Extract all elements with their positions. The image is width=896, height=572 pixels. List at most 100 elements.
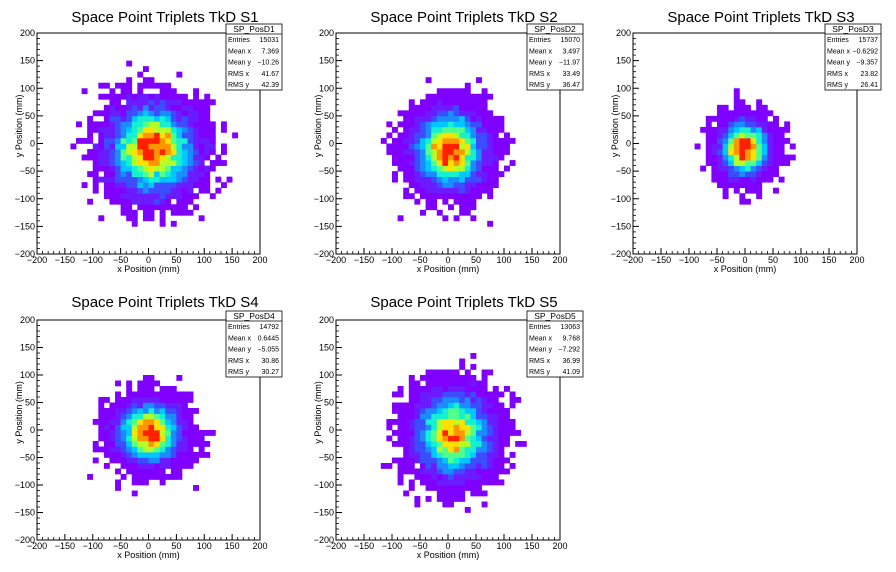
histogram-bin: [492, 479, 499, 486]
y-tick-label: −200: [15, 535, 35, 545]
histogram-bin: [420, 474, 426, 480]
x-tick-label: −50: [113, 541, 128, 551]
histogram-bin: [408, 391, 415, 398]
histogram-bin: [470, 193, 477, 200]
histogram-bin: [442, 137, 449, 144]
histogram-bin: [165, 171, 172, 178]
histogram-bin: [470, 413, 477, 420]
histogram-bin: [761, 171, 768, 178]
histogram-bin: [209, 193, 216, 200]
histogram-bin: [176, 397, 183, 403]
histogram-bin: [170, 220, 177, 227]
stats-value: 15031: [260, 37, 280, 44]
y-tick-label: 50: [25, 398, 35, 408]
histogram-bin: [154, 104, 160, 111]
histogram-bin: [492, 160, 499, 166]
histogram-bin: [436, 479, 443, 486]
histogram-bin: [397, 165, 404, 172]
histogram-bin: [470, 397, 477, 403]
histogram-bin: [181, 413, 188, 420]
histogram-bin: [204, 93, 211, 100]
histogram-bin: [739, 160, 746, 166]
histogram-bin: [103, 110, 110, 117]
x-axis-title: x Position (mm): [417, 264, 480, 274]
histogram-bin: [120, 463, 127, 469]
histogram-bin: [453, 171, 460, 178]
histogram-bin: [115, 176, 121, 183]
histogram-bin: [442, 110, 449, 117]
histogram-bin: [137, 115, 144, 122]
histogram-bin: [420, 187, 426, 194]
histogram-bin: [420, 110, 426, 117]
histogram-bin: [408, 126, 415, 133]
histogram-bin: [109, 132, 116, 139]
y-tick-label: 200: [616, 28, 631, 38]
histogram-bin: [487, 126, 494, 133]
histogram-bin: [176, 104, 183, 111]
stats-value: 36.47: [562, 82, 580, 89]
histogram-bin: [476, 99, 482, 106]
histogram-bin: [448, 165, 454, 172]
histogram-bin: [436, 137, 443, 144]
histogram-bin: [459, 176, 466, 183]
histogram-bin: [142, 77, 149, 84]
y-axis-title: y Position (mm): [610, 95, 620, 158]
histogram-bin: [442, 126, 449, 133]
histogram-bin: [126, 143, 133, 150]
histogram-bin: [92, 446, 99, 453]
histogram-bin: [492, 154, 499, 161]
histogram-bin: [87, 132, 94, 139]
histogram-bin: [711, 115, 718, 122]
histogram-bin: [436, 209, 443, 216]
histogram-bin: [176, 187, 183, 194]
histogram-bin: [453, 468, 460, 475]
histogram-bin: [170, 397, 177, 403]
histogram-bin: [464, 468, 471, 475]
histogram-bin: [154, 463, 160, 469]
histogram-bin: [142, 380, 149, 387]
histogram-bin: [750, 137, 757, 144]
histogram-bin: [728, 154, 735, 161]
histogram-bin: [481, 424, 488, 431]
histogram-bin: [453, 99, 460, 106]
y-tick-label: 100: [319, 83, 334, 93]
histogram-bin: [481, 104, 488, 111]
histogram-bin: [170, 435, 177, 442]
histogram-bin: [165, 82, 172, 89]
y-axis-title: y Position (mm): [313, 381, 323, 444]
histogram-bin: [778, 160, 785, 166]
histogram-bin: [504, 441, 510, 447]
histogram-bin: [492, 386, 499, 392]
histogram-bin: [397, 441, 404, 447]
histogram-bin: [159, 187, 166, 194]
histogram-bin: [137, 430, 144, 436]
histogram-bin: [504, 413, 510, 420]
histogram-bin: [137, 149, 144, 155]
histogram-bin: [442, 375, 449, 381]
histogram-bin: [448, 99, 454, 106]
histogram-bin: [464, 435, 471, 442]
histogram-bin: [165, 160, 172, 166]
histogram-bin: [159, 143, 166, 150]
histogram-bin: [154, 468, 160, 475]
histogram-bin: [425, 93, 432, 100]
histogram-bin: [492, 115, 499, 122]
histogram-bin: [386, 143, 393, 150]
histogram-bin: [187, 198, 194, 205]
histogram-bin: [453, 430, 460, 436]
histogram-bin: [181, 115, 188, 122]
histogram-bin: [476, 424, 482, 431]
histogram-bin: [745, 137, 751, 144]
histogram-bin: [198, 187, 205, 194]
histogram-bin: [425, 419, 432, 425]
histogram-bin: [198, 115, 205, 122]
histogram-bin: [154, 446, 160, 453]
histogram-bin: [476, 93, 482, 100]
stats-label: RMS x: [529, 71, 551, 78]
histogram-bin: [442, 121, 449, 128]
histogram-bin: [504, 143, 510, 150]
histogram-bin: [126, 137, 133, 144]
histogram-bin: [750, 126, 757, 133]
histogram-bin: [87, 171, 94, 178]
histogram-bin: [756, 104, 763, 111]
